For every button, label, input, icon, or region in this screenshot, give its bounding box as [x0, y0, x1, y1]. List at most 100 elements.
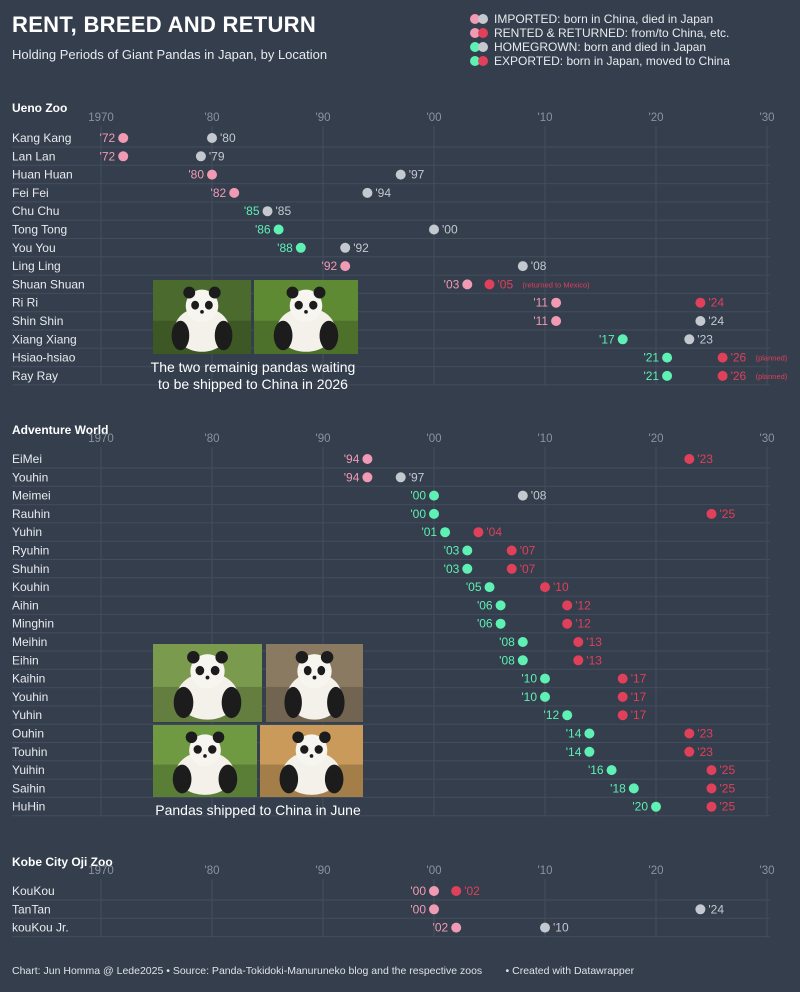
row-label: Minghin: [12, 617, 54, 631]
panda-photo: [153, 280, 251, 354]
row-label: Kaihin: [12, 672, 45, 686]
row-label: Ri Ri: [12, 296, 38, 310]
panel-title: Kobe City Oji Zoo: [12, 855, 113, 869]
end-dot: [617, 710, 628, 721]
end-dot: [395, 169, 406, 180]
panel-title: Ueno Zoo: [12, 101, 67, 115]
start-dot: [662, 352, 673, 363]
start-label: '14: [566, 745, 582, 759]
start-label: '72: [100, 131, 116, 145]
row-label: Fei Fei: [12, 186, 49, 200]
end-dot: [340, 242, 351, 253]
x-tick-label: '30: [760, 112, 775, 124]
start-dot: [462, 279, 473, 290]
end-label: '24: [708, 314, 724, 328]
end-label: '25: [720, 763, 736, 777]
row-label: EiMei: [12, 452, 42, 466]
end-dot: [684, 746, 695, 757]
end-label: '04: [486, 525, 502, 539]
end-label: '17: [631, 708, 647, 722]
start-label: '21: [643, 369, 659, 383]
legend-item-rented: RENTED & RETURNED: from/to China, etc.: [470, 26, 730, 40]
row-label: Yuhin: [12, 708, 42, 722]
start-dot: [207, 169, 217, 180]
start-dot: [451, 922, 462, 933]
end-dot: [706, 765, 717, 776]
end-label: '79: [209, 149, 225, 163]
x-tick-label: '80: [205, 112, 220, 124]
x-tick-label: '80: [205, 865, 220, 877]
end-label: '02: [464, 884, 480, 898]
end-label: '13: [586, 653, 602, 667]
end-dot: [573, 637, 584, 647]
start-label: '00: [410, 902, 426, 916]
row-label: Ouhin: [12, 727, 44, 741]
row-label: Shuhin: [12, 562, 49, 576]
row-label: kouKou Jr.: [12, 921, 69, 935]
legend-swatch-exported: [470, 55, 490, 67]
row-label: Meihin: [12, 635, 47, 649]
x-tick-label: '80: [205, 433, 220, 445]
row-label: Kang Kang: [12, 131, 71, 145]
end-dot: [617, 673, 628, 684]
end-label: '85: [276, 204, 292, 218]
row-note: (planned): [756, 354, 788, 363]
end-dot: [695, 316, 706, 326]
end-dot: [517, 490, 528, 501]
legend-label: EXPORTED: born in Japan, moved to China: [494, 54, 730, 68]
end-dot: [562, 600, 573, 611]
end-dot: [706, 783, 717, 794]
end-dot: [684, 454, 695, 464]
dumbbell-chart: Ueno Zoo 1970 '80 '90 '00 '10 '20 '30 Kang Kang '…: [12, 101, 788, 938]
end-dot: [706, 508, 717, 519]
end-dot: [717, 352, 728, 363]
start-dot: [462, 545, 473, 556]
x-tick-label: '30: [760, 865, 775, 877]
end-dot: [695, 297, 706, 308]
chart-title: RENT, BREED AND RETURN: [12, 12, 317, 37]
start-label: '08: [499, 635, 515, 649]
end-label: '07: [520, 562, 536, 576]
x-tick-label: '30: [760, 433, 775, 445]
end-dot: [473, 527, 484, 538]
row-label: HuHin: [12, 800, 45, 814]
start-dot: [517, 637, 528, 647]
start-dot: [584, 746, 595, 757]
start-label: '05: [466, 580, 482, 594]
x-tick-label: '00: [427, 112, 442, 124]
panda-photo: [260, 725, 363, 797]
x-tick-label: '10: [538, 433, 553, 445]
legend-label: IMPORTED: born in China, died in Japan: [494, 12, 714, 26]
start-dot: [651, 801, 661, 812]
row-label: Kouhin: [12, 580, 49, 594]
end-label: '08: [531, 259, 547, 273]
end-dot: [706, 801, 717, 812]
row-label: Eihin: [12, 653, 39, 667]
x-tick-label: 1970: [88, 865, 114, 877]
start-label: '18: [610, 781, 626, 795]
x-tick-label: '00: [427, 433, 442, 445]
legend-label: HOMEGROWN: born and died in Japan: [494, 40, 707, 54]
legend-item-imported: IMPORTED: born in China, died in Japan: [470, 12, 730, 26]
row-label: Youhin: [12, 470, 48, 484]
legend-swatch-homegrown: [470, 41, 490, 53]
legend-item-exported: EXPORTED: born in Japan, moved to China: [470, 54, 730, 68]
start-label: '00: [410, 507, 426, 521]
start-dot: [495, 618, 506, 629]
end-dot: [540, 922, 550, 933]
x-tick-label: '10: [538, 112, 553, 124]
end-label: '00: [442, 223, 458, 237]
row-note: (planned): [756, 372, 788, 381]
row-label: Shuan Shuan: [12, 277, 85, 291]
start-label: '20: [632, 800, 648, 814]
start-label: '11: [533, 314, 548, 328]
end-dot: [207, 133, 217, 143]
end-label: '23: [697, 452, 713, 466]
end-label: '94: [375, 186, 391, 200]
row-label: KouKou: [12, 884, 55, 898]
x-tick-label: '90: [316, 865, 331, 877]
start-dot: [429, 904, 439, 915]
end-dot: [617, 691, 628, 702]
row-label: Ling Ling: [12, 259, 61, 273]
chart-subtitle: Holding Periods of Giant Pandas in Japan…: [12, 47, 328, 62]
